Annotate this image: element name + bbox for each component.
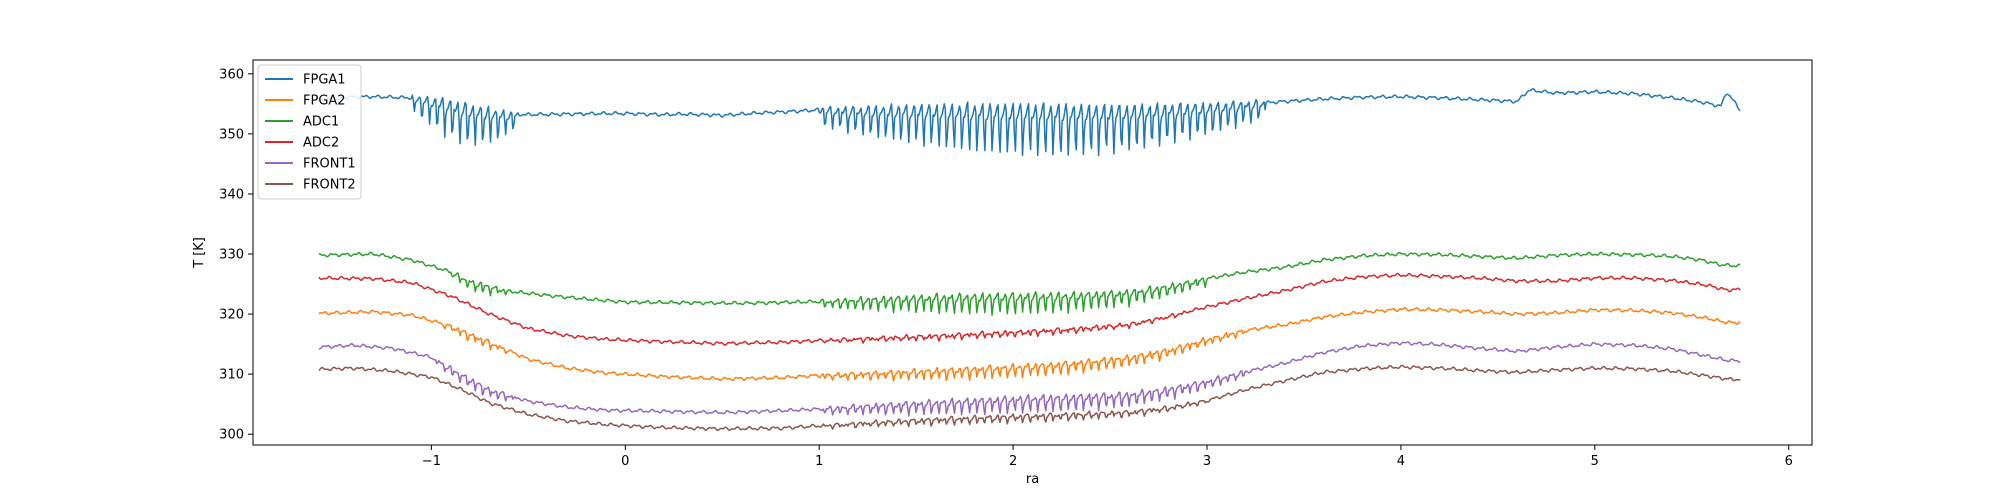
y-axis-label: T [K] xyxy=(192,237,207,269)
series-line-fpga2 xyxy=(318,307,1741,382)
x-tick-label: 5 xyxy=(1591,454,1599,469)
series-line-adc2 xyxy=(318,272,1741,346)
y-tick-label: 340 xyxy=(219,187,244,202)
x-tick-label: −1 xyxy=(422,454,441,469)
legend-label-front1: FRONT1 xyxy=(303,157,356,172)
y-axis-ticks: 300 310 320 330 340 350 360 xyxy=(219,67,253,443)
legend: FPGA1 FPGA2 ADC1 ADC2 FRONT1 FRONT2 xyxy=(257,64,362,200)
x-tick-label: 1 xyxy=(815,454,823,469)
plot-frame xyxy=(252,59,1813,446)
series-line-front1 xyxy=(318,341,1741,417)
x-tick-label: 3 xyxy=(1203,454,1211,469)
y-tick-label: 300 xyxy=(219,428,244,443)
y-tick-label: 310 xyxy=(219,368,244,383)
legend-label-adc2: ADC2 xyxy=(303,136,339,151)
legend-label-adc1: ADC1 xyxy=(303,115,339,130)
y-tick-label: 320 xyxy=(219,308,244,323)
y-tick-label: 350 xyxy=(219,127,244,142)
x-tick-label: 4 xyxy=(1397,454,1405,469)
legend-label-front2: FRONT2 xyxy=(303,178,356,193)
x-axis-ticks: −1 0 1 2 3 4 5 6 xyxy=(422,445,1793,469)
x-tick-label: 0 xyxy=(621,454,629,469)
series-line-front2 xyxy=(318,364,1741,432)
series-line-adc1 xyxy=(318,251,1741,316)
legend-box xyxy=(257,64,362,200)
legend-label-fpga2: FPGA2 xyxy=(303,94,346,109)
series-layer xyxy=(318,87,1741,432)
series-line-fpga1 xyxy=(318,87,1741,157)
x-axis-label: ra xyxy=(1026,472,1039,487)
y-tick-label: 360 xyxy=(219,67,244,82)
x-tick-label: 6 xyxy=(1785,454,1793,469)
legend-label-fpga1: FPGA1 xyxy=(303,73,346,88)
y-tick-label: 330 xyxy=(219,248,244,263)
x-tick-label: 2 xyxy=(1009,454,1017,469)
